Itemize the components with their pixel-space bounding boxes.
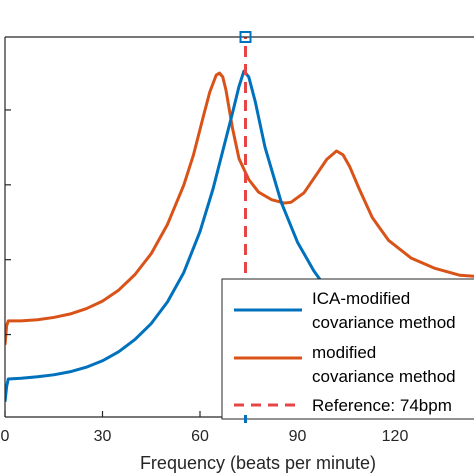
x-tick-label: 120: [382, 428, 409, 445]
series-line-modified: [5, 71, 474, 345]
legend-label-ica-line1: ICA-modified: [312, 289, 410, 308]
legend-label-modified-line2: covariance method: [312, 367, 456, 386]
x-tick-label: 30: [94, 428, 112, 445]
legend-label-modified-line1: modified: [312, 343, 376, 362]
legend-label-ica-line2: covariance method: [312, 313, 456, 332]
x-axis-label: Frequency (beats per minute): [140, 453, 376, 473]
legend-box: [221, 278, 474, 420]
legend-label-reference: Reference: 74bpm: [312, 396, 452, 415]
legend: ICA-modified covariance method modified …: [221, 278, 474, 420]
ticks-layer: 0 30 60 90 120: [1, 109, 409, 445]
x-tick-label: 90: [289, 428, 307, 445]
reference-marker-top: [239, 31, 252, 43]
x-tick-label: 0: [1, 428, 10, 445]
x-tick-label: 60: [191, 428, 209, 445]
